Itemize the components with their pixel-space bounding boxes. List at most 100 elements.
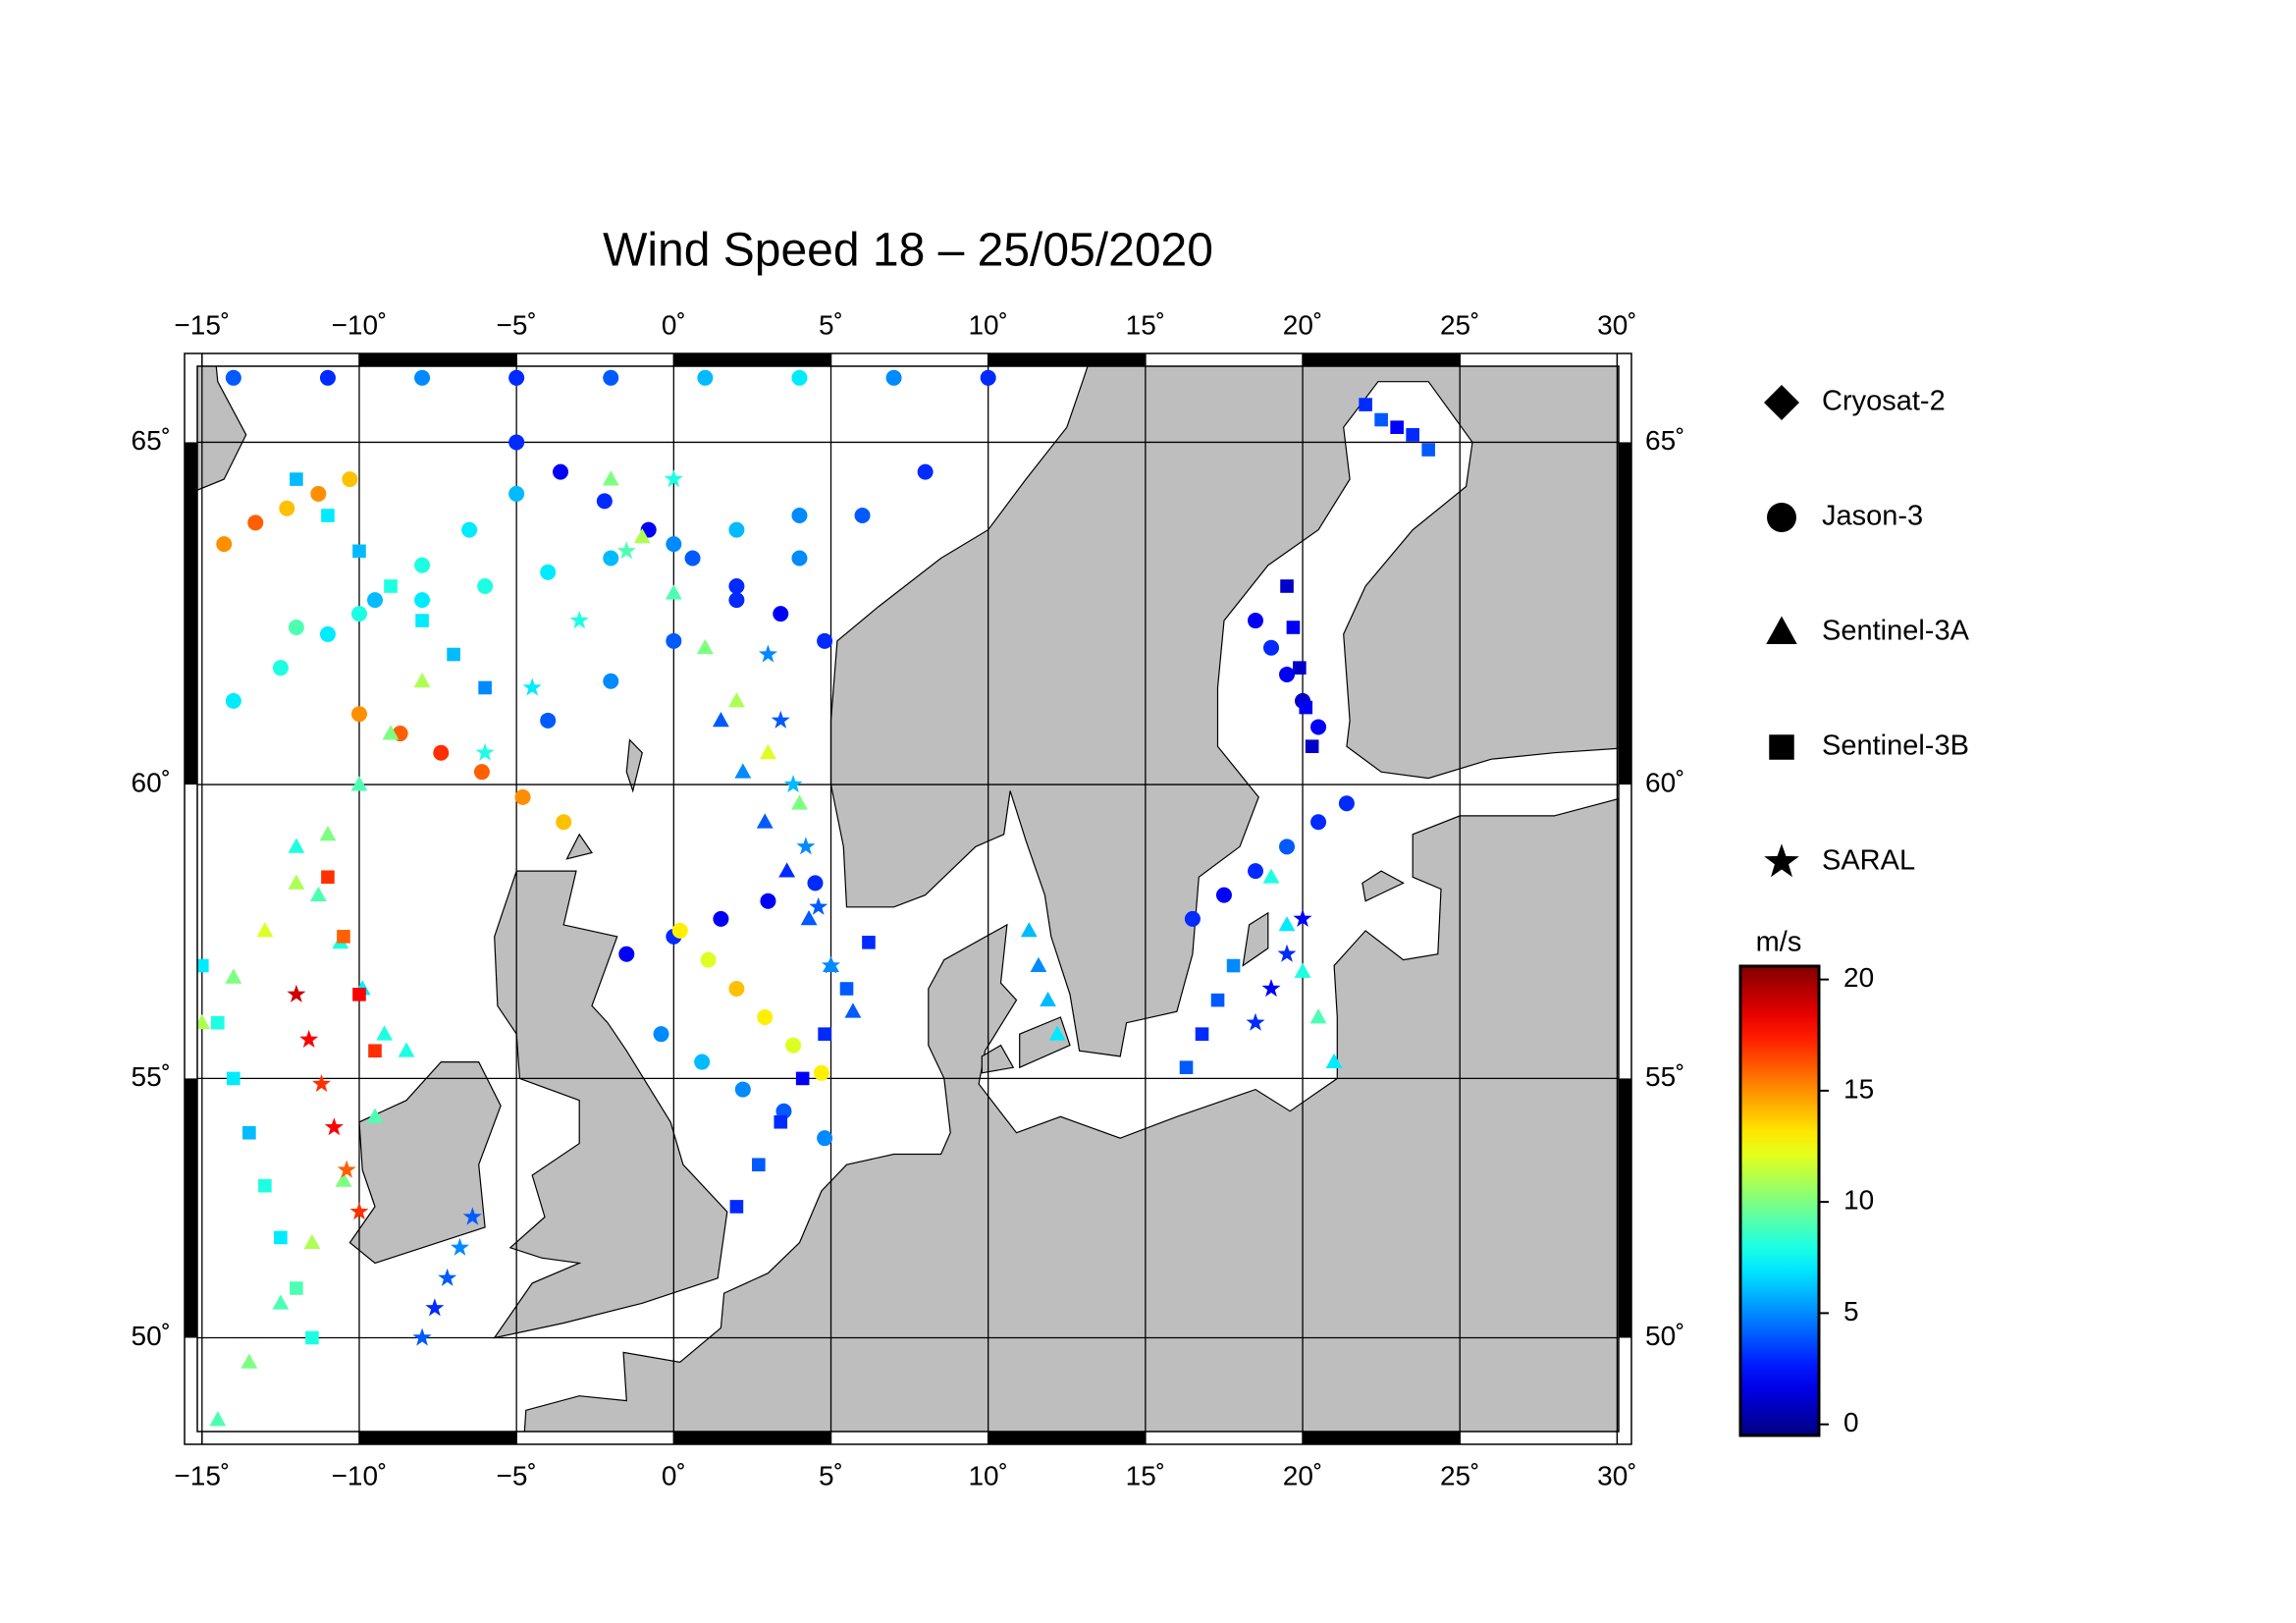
wind-marker [1286, 621, 1301, 634]
wind-marker [616, 541, 636, 560]
wind-marker [462, 1207, 482, 1225]
wind-marker [839, 982, 854, 996]
wind-marker [917, 463, 934, 480]
wind-marker [305, 1330, 319, 1345]
wind-marker [287, 984, 306, 1002]
wind-marker [653, 1026, 669, 1043]
wind-marker [321, 509, 335, 522]
wind-marker [1263, 639, 1280, 656]
legend-marker [1764, 385, 1799, 420]
land [625, 738, 643, 793]
wind-marker [1195, 1027, 1209, 1041]
wind-marker [350, 776, 368, 791]
wind-marker [1305, 739, 1319, 753]
wind-marker [256, 922, 274, 938]
wind-marker [1179, 1060, 1194, 1074]
wind-marker [728, 521, 745, 538]
wind-marker [350, 706, 367, 723]
wind-marker [1226, 958, 1241, 973]
wind-marker [508, 369, 525, 386]
wind-marker [1310, 719, 1327, 735]
wind-marker [274, 1230, 288, 1245]
lon-tick-label: 30˚ [1597, 309, 1636, 340]
wind-marker [197, 958, 209, 973]
legend: Cryosat-2 Jason-3 Sentinel-3A Sentinel-3B SA… [1764, 385, 1970, 878]
colorbar-tick-label: 5 [1843, 1296, 1859, 1326]
wind-marker [272, 660, 289, 676]
lon-tick-label: 15˚ [1126, 309, 1165, 340]
wind-marker [1359, 398, 1372, 411]
colorbar-tick-label: 0 [1843, 1407, 1859, 1437]
wind-marker [414, 369, 431, 386]
legend-label: SARAL [1822, 845, 1915, 877]
colorbar-tick-label: 20 [1843, 962, 1874, 993]
wind-marker [734, 1081, 751, 1098]
wind-marker [809, 896, 828, 915]
wind-marker [376, 1025, 394, 1041]
wind-marker [671, 922, 688, 939]
land [523, 797, 1619, 1432]
wind-marker [279, 500, 295, 516]
wind-marker [791, 794, 808, 810]
wind-marker [791, 508, 808, 524]
map-frame: −15˚ −15˚ −10˚ −10˚ −5˚ −5˚ 0˚ 0˚ 5˚ 5˚ 10˚ 10˚ 15˚ 1… [132, 309, 1685, 1490]
wind-marker [813, 1064, 829, 1081]
wind-marker [349, 1202, 369, 1220]
wind-marker [771, 710, 790, 729]
wind-marker [225, 369, 241, 386]
wind-marker [1277, 944, 1297, 962]
wind-marker [1280, 579, 1294, 593]
wind-marker [1184, 910, 1201, 927]
wind-marker [258, 1178, 272, 1193]
frame-inner [196, 365, 1620, 1433]
wind-marker [700, 951, 717, 968]
wind-marker [384, 579, 398, 593]
wind-marker [818, 1027, 831, 1041]
wind-marker [247, 514, 264, 531]
wind-marker [633, 528, 651, 544]
lon-tick-label: 10˚ [968, 309, 1007, 340]
lat-tick-label: 50˚ [132, 1321, 171, 1351]
wind-marker [337, 930, 350, 944]
wind-marker [398, 1042, 415, 1057]
wind-marker [350, 606, 367, 622]
wind-marker [1210, 993, 1225, 1007]
land [197, 366, 247, 491]
frame-band [1303, 353, 1461, 366]
land [981, 1044, 1015, 1074]
lon-tick-label: −15˚ [174, 309, 230, 340]
wind-marker [596, 493, 613, 510]
lon-tick-label: 20˚ [1283, 1460, 1322, 1490]
lon-tick-label: 5˚ [819, 1460, 843, 1490]
wind-marker [1261, 979, 1281, 998]
wind-marker [728, 692, 745, 708]
wind-marker [1279, 666, 1296, 682]
land [565, 833, 593, 860]
colorbar: m/s 0 5 10 15 20 [1738, 927, 1874, 1437]
wind-marker [756, 813, 774, 829]
wind-marker [773, 606, 789, 622]
wind-marker [713, 910, 729, 927]
lat-tick-label: 65˚ [1645, 425, 1684, 456]
wind-marker [197, 1013, 211, 1030]
wind-marker [1020, 922, 1038, 938]
wind-marker [451, 1237, 469, 1256]
lat-tick-label: 55˚ [132, 1061, 171, 1092]
wind-marker [1247, 863, 1263, 880]
wind-marker [729, 1200, 744, 1214]
wind-marker [862, 936, 876, 949]
wind-marker [242, 1125, 256, 1140]
lon-tick-label: 10˚ [968, 1460, 1007, 1490]
wind-marker [447, 647, 460, 662]
wind-marker [475, 742, 495, 761]
lon-tick-label: 0˚ [662, 309, 686, 340]
wind-marker [775, 1103, 792, 1119]
colorbar-unit: m/s [1756, 927, 1802, 958]
wind-marker [477, 577, 494, 594]
lon-tick-label: 5˚ [819, 309, 843, 340]
wind-marker [473, 764, 490, 781]
wind-marker [1325, 1053, 1343, 1068]
lat-tick-label: 65˚ [132, 425, 171, 456]
